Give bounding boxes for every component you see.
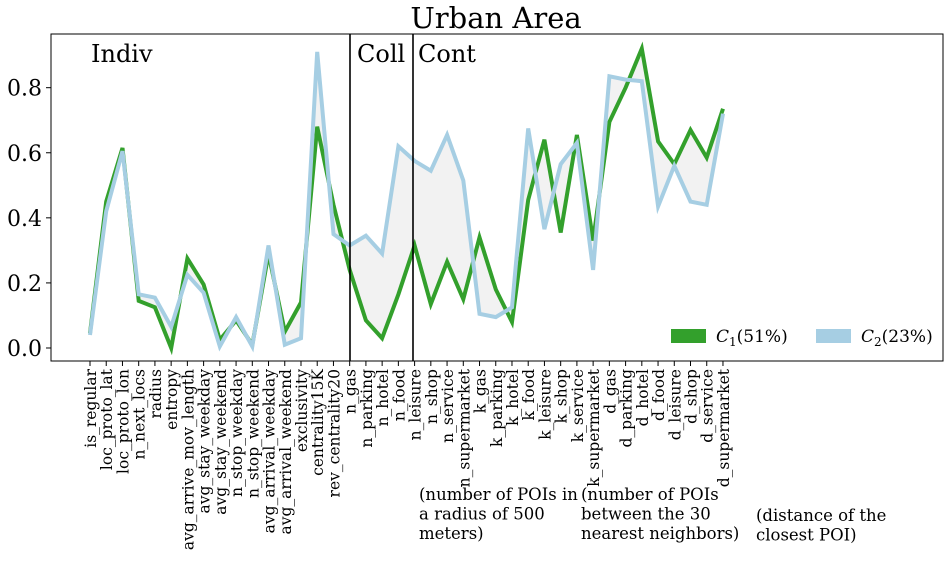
x-tick-label: d_supermarket <box>715 368 733 487</box>
x-tick-label: k_gas <box>472 369 490 413</box>
x-tick-label: d_leisure <box>666 369 684 440</box>
legend-label: C2(23%) <box>861 327 933 349</box>
x-tick-label: n_shop <box>423 369 441 424</box>
legend-item-1: C1(51%) <box>671 327 788 349</box>
group-note-line: between the 30 <box>581 505 711 524</box>
x-tick-label: k_shop <box>553 369 571 423</box>
x-tick-label: n_food <box>390 369 408 421</box>
x-tick-label: n_supermarket <box>455 368 473 487</box>
legend-label: C1(51%) <box>716 327 788 349</box>
x-tick-label: avg_arrive_mov_length <box>179 369 197 550</box>
group-note-line: (distance of the <box>756 506 886 525</box>
group-note-line: nearest neighbors) <box>581 524 739 543</box>
x-tick-label: d_shop <box>683 369 701 424</box>
x-tick-label: avg_stay_weekday <box>196 369 214 514</box>
x-tick-label: loc_proto_lat <box>98 368 116 470</box>
between-series-area <box>90 48 723 348</box>
x-tick-label: n_stop_weekday <box>228 369 246 497</box>
x-tick-label: exclusivity <box>293 369 311 452</box>
x-tick-label: n_gas <box>342 369 360 414</box>
x-tick-label: n_service <box>439 369 457 443</box>
chart-title: Urban Area <box>410 1 581 35</box>
x-tick-label: n_stop_weekend <box>244 369 262 498</box>
group-note-line: closest POI) <box>756 526 857 545</box>
x-tick-label: k_hotel <box>504 369 522 426</box>
x-tick-label: avg_arrival_weekday <box>261 369 279 534</box>
x-tick-label: n_parking <box>358 369 376 448</box>
legend: C1(51%) C2(23%) <box>671 327 933 349</box>
x-tick-label: avg_arrival_weekend <box>277 369 295 535</box>
series-line-1 <box>88 41 725 356</box>
y-tick-label: 0.8 <box>7 77 42 102</box>
difference-fill <box>90 48 723 348</box>
x-axis: is_regularloc_proto_latloc_proto_lonn_ne… <box>82 361 733 550</box>
x-tick-label: avg_stay_weekend <box>212 369 230 515</box>
x-tick-label: n_hotel <box>374 369 392 426</box>
series-lines <box>88 41 725 356</box>
group-note-line: a radius of 500 <box>419 505 545 524</box>
x-tick-label: k_food <box>520 369 538 421</box>
x-tick-label: d_parking <box>618 369 636 448</box>
group-note-line: (number of POIs <box>581 485 719 504</box>
section-label-cont: Cont <box>418 40 476 68</box>
x-tick-label: n_leisure <box>407 369 425 440</box>
x-tick-label: k_parking <box>488 369 506 447</box>
y-tick-label: 0.2 <box>7 272 42 297</box>
legend-item-2: C2(23%) <box>816 327 933 349</box>
x-tick-label: k_leisure <box>536 369 554 440</box>
group-note-line: (number of POIs in <box>419 485 578 504</box>
x-tick-label: n_next_locs <box>131 369 149 460</box>
group-notes: (number of POIs ina radius of 500meters)… <box>419 485 886 545</box>
x-tick-label: k_supermarket <box>585 368 603 486</box>
series-line-2 <box>88 51 725 353</box>
x-tick-label: radius <box>147 369 165 419</box>
group-note-line: meters) <box>419 524 484 543</box>
x-tick-label: entropy <box>163 369 181 430</box>
plot-frame <box>50 33 944 362</box>
x-tick-label: is_regular <box>82 368 100 447</box>
y-tick-label: 0.6 <box>7 142 42 167</box>
legend-swatch <box>671 329 706 343</box>
x-tick-label: loc_proto_lon <box>114 369 132 474</box>
x-tick-label: d_service <box>699 369 717 443</box>
x-tick-label: d_hotel <box>634 369 652 426</box>
x-tick-label: centrality15K <box>309 369 327 476</box>
x-tick-label: k_service <box>569 369 587 442</box>
y-tick-label: 0.0 <box>7 337 42 362</box>
x-tick-label: d_food <box>650 369 668 421</box>
x-tick-label: d_gas <box>601 369 619 414</box>
section-label-coll: Coll <box>357 40 405 68</box>
y-axis: 0.0 0.2 0.4 0.6 0.8 <box>7 77 51 362</box>
section-label-indiv: Indiv <box>91 40 153 68</box>
x-tick-label: rev_centrality20 <box>325 369 343 497</box>
legend-swatch <box>816 329 851 343</box>
y-tick-label: 0.4 <box>7 207 42 232</box>
